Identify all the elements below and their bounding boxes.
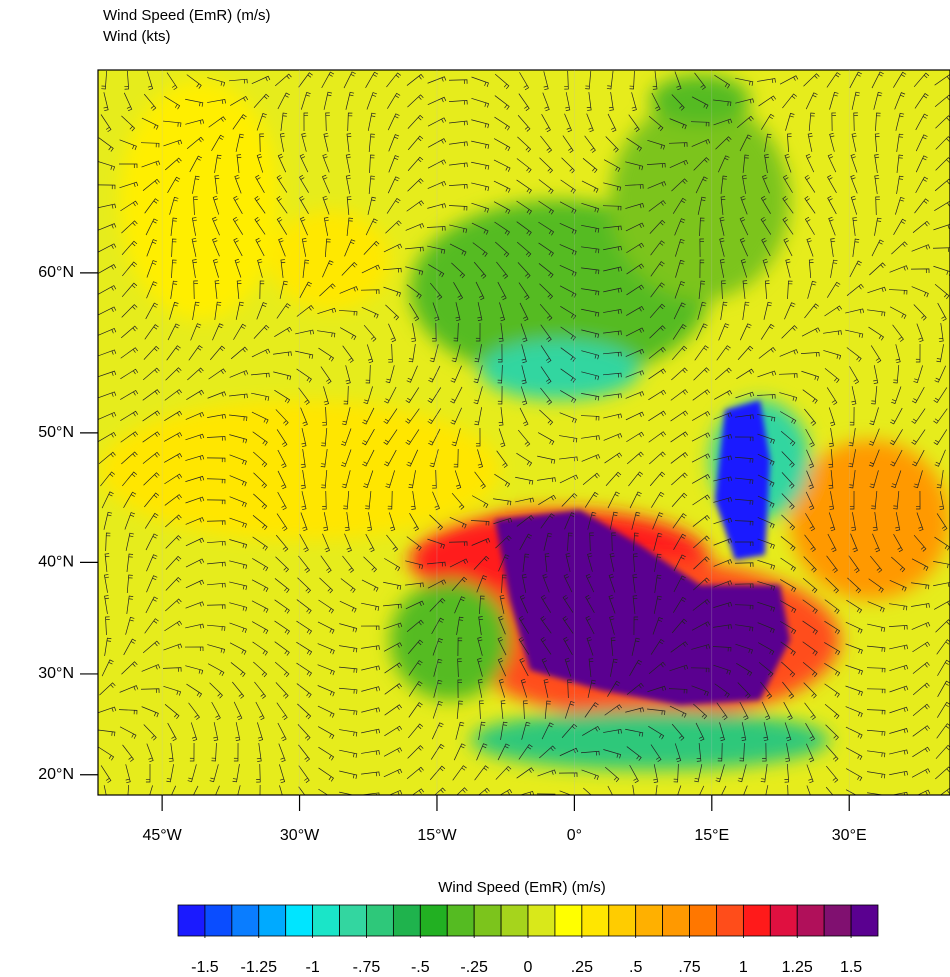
field-blob — [470, 710, 830, 770]
y-tick-label: 20°N — [38, 766, 74, 783]
colorbar-tick-label: .75 — [678, 959, 700, 976]
colorbar-box — [528, 905, 555, 936]
colorbar-box — [636, 905, 663, 936]
colorbar-tick-label: .25 — [571, 959, 593, 976]
colorbar-box — [447, 905, 474, 936]
field-blob — [480, 340, 640, 400]
figure: Wind Speed (EmR) (m/s) Wind (kts) 45°W 30… — [0, 0, 950, 977]
colorbar-tick-label: -1 — [305, 959, 319, 976]
field-blob — [270, 210, 390, 310]
colorbar-box — [178, 905, 205, 936]
y-tick-label: 40°N — [38, 554, 74, 571]
colorbar-box — [340, 905, 367, 936]
field-blob — [650, 75, 750, 125]
y-tick-label: 30°N — [38, 665, 74, 682]
x-tick-label: 15°E — [694, 827, 729, 844]
colorbar-box — [555, 905, 582, 936]
colorbar-box — [286, 905, 313, 936]
colorbar-box — [501, 905, 528, 936]
colorbar-tick-label: 1 — [739, 959, 748, 976]
colorbar-box — [690, 905, 717, 936]
map-field — [97, 70, 950, 804]
colorbar-box — [366, 905, 393, 936]
field-blob — [390, 580, 510, 700]
colorbar-tick-label: 0 — [524, 959, 533, 976]
colorbar-box — [259, 905, 286, 936]
y-tick-label: 50°N — [38, 424, 74, 441]
colorbar-box — [420, 905, 447, 936]
colorbar-box — [851, 905, 878, 936]
colorbar-box — [824, 905, 851, 936]
colorbar-box — [313, 905, 340, 936]
colorbar-box — [797, 905, 824, 936]
field-blob — [790, 440, 950, 600]
colorbar-box — [609, 905, 636, 936]
colorbar-box — [743, 905, 770, 936]
colorbar-tick-label: 1.25 — [782, 959, 813, 976]
colorbar-title: Wind Speed (EmR) (m/s) — [438, 879, 606, 896]
colorbar-box — [663, 905, 690, 936]
subtitle: Wind (kts) — [103, 28, 171, 45]
colorbar-box — [205, 905, 232, 936]
field-blob — [100, 400, 500, 540]
colorbar-box — [716, 905, 743, 936]
colorbar-box — [474, 905, 501, 936]
colorbar-tick-label: -.5 — [411, 959, 430, 976]
colorbar: -1.5 -1.25 -1 -.75 -.5 -.25 0 .25 .5 .75 1 1.25 1.5 — [178, 905, 878, 976]
colorbar-box — [232, 905, 259, 936]
colorbar-box — [582, 905, 609, 936]
x-tick-label: 30°W — [280, 827, 320, 844]
colorbar-tick-label: .5 — [629, 959, 642, 976]
x-tick-label: 45°W — [142, 827, 182, 844]
x-tick-label: 30°E — [832, 827, 867, 844]
colorbar-tick-label: -.75 — [353, 959, 381, 976]
colorbar-tick-label: -1.25 — [241, 959, 278, 976]
x-tick-label: 0° — [567, 827, 582, 844]
y-tick-label: 60°N — [38, 264, 74, 281]
colorbar-box — [393, 905, 420, 936]
title: Wind Speed (EmR) (m/s) — [103, 7, 271, 24]
colorbar-tick-label: -.25 — [460, 959, 488, 976]
colorbar-box — [770, 905, 797, 936]
x-tick-label: 15°W — [417, 827, 457, 844]
colorbar-tick-label: -1.5 — [191, 959, 219, 976]
colorbar-tick-label: 1.5 — [840, 959, 862, 976]
